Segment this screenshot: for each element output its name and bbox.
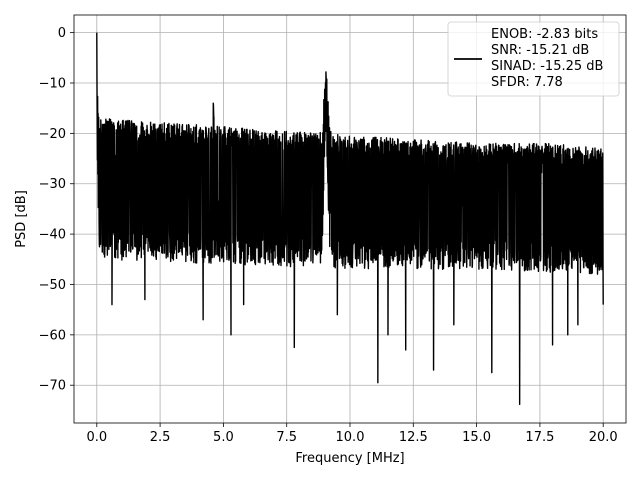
x-tick-label: 0.0: [86, 430, 107, 445]
legend-enob: ENOB: -2.83 bits: [491, 27, 598, 42]
x-axis-ticks: 0.0 2.5 5.0 7.5 10.0 12.5 15.0 17.5 20.0: [86, 423, 618, 445]
x-tick-label: 20.0: [589, 430, 618, 445]
y-tick-label: −60: [39, 328, 66, 343]
x-tick-label: 10.0: [336, 430, 365, 445]
y-tick-label: −40: [39, 228, 66, 243]
x-tick-label: 5.0: [213, 430, 234, 445]
x-tick-label: 17.5: [525, 430, 554, 445]
y-axis-ticks: 0 −10 −20 −30 −40 −50 −60 −70: [39, 26, 74, 394]
y-axis-label: PSD [dB]: [14, 190, 29, 248]
y-tick-label: −10: [39, 77, 66, 92]
legend-sinad: SINAD: -15.25 dB: [491, 59, 603, 74]
legend-snr: SNR: -15.21 dB: [491, 43, 589, 58]
y-tick-label: −50: [39, 278, 66, 293]
x-tick-label: 12.5: [399, 430, 428, 445]
x-tick-label: 7.5: [276, 430, 297, 445]
psd-series-line: [96, 32, 604, 406]
y-tick-label: −30: [39, 177, 66, 192]
y-tick-label: −20: [39, 127, 66, 142]
x-tick-label: 2.5: [150, 430, 171, 445]
x-tick-label: 15.0: [462, 430, 491, 445]
legend: ENOB: -2.83 bits SNR: -15.21 dB SINAD: -…: [447, 21, 620, 97]
legend-box: [447, 21, 620, 97]
legend-sfdr: SFDR: 7.78: [491, 75, 563, 90]
plot-area: [96, 32, 604, 406]
y-tick-label: −70: [39, 379, 66, 394]
y-tick-label: 0: [58, 26, 66, 41]
x-axis-label: Frequency [MHz]: [295, 451, 404, 466]
